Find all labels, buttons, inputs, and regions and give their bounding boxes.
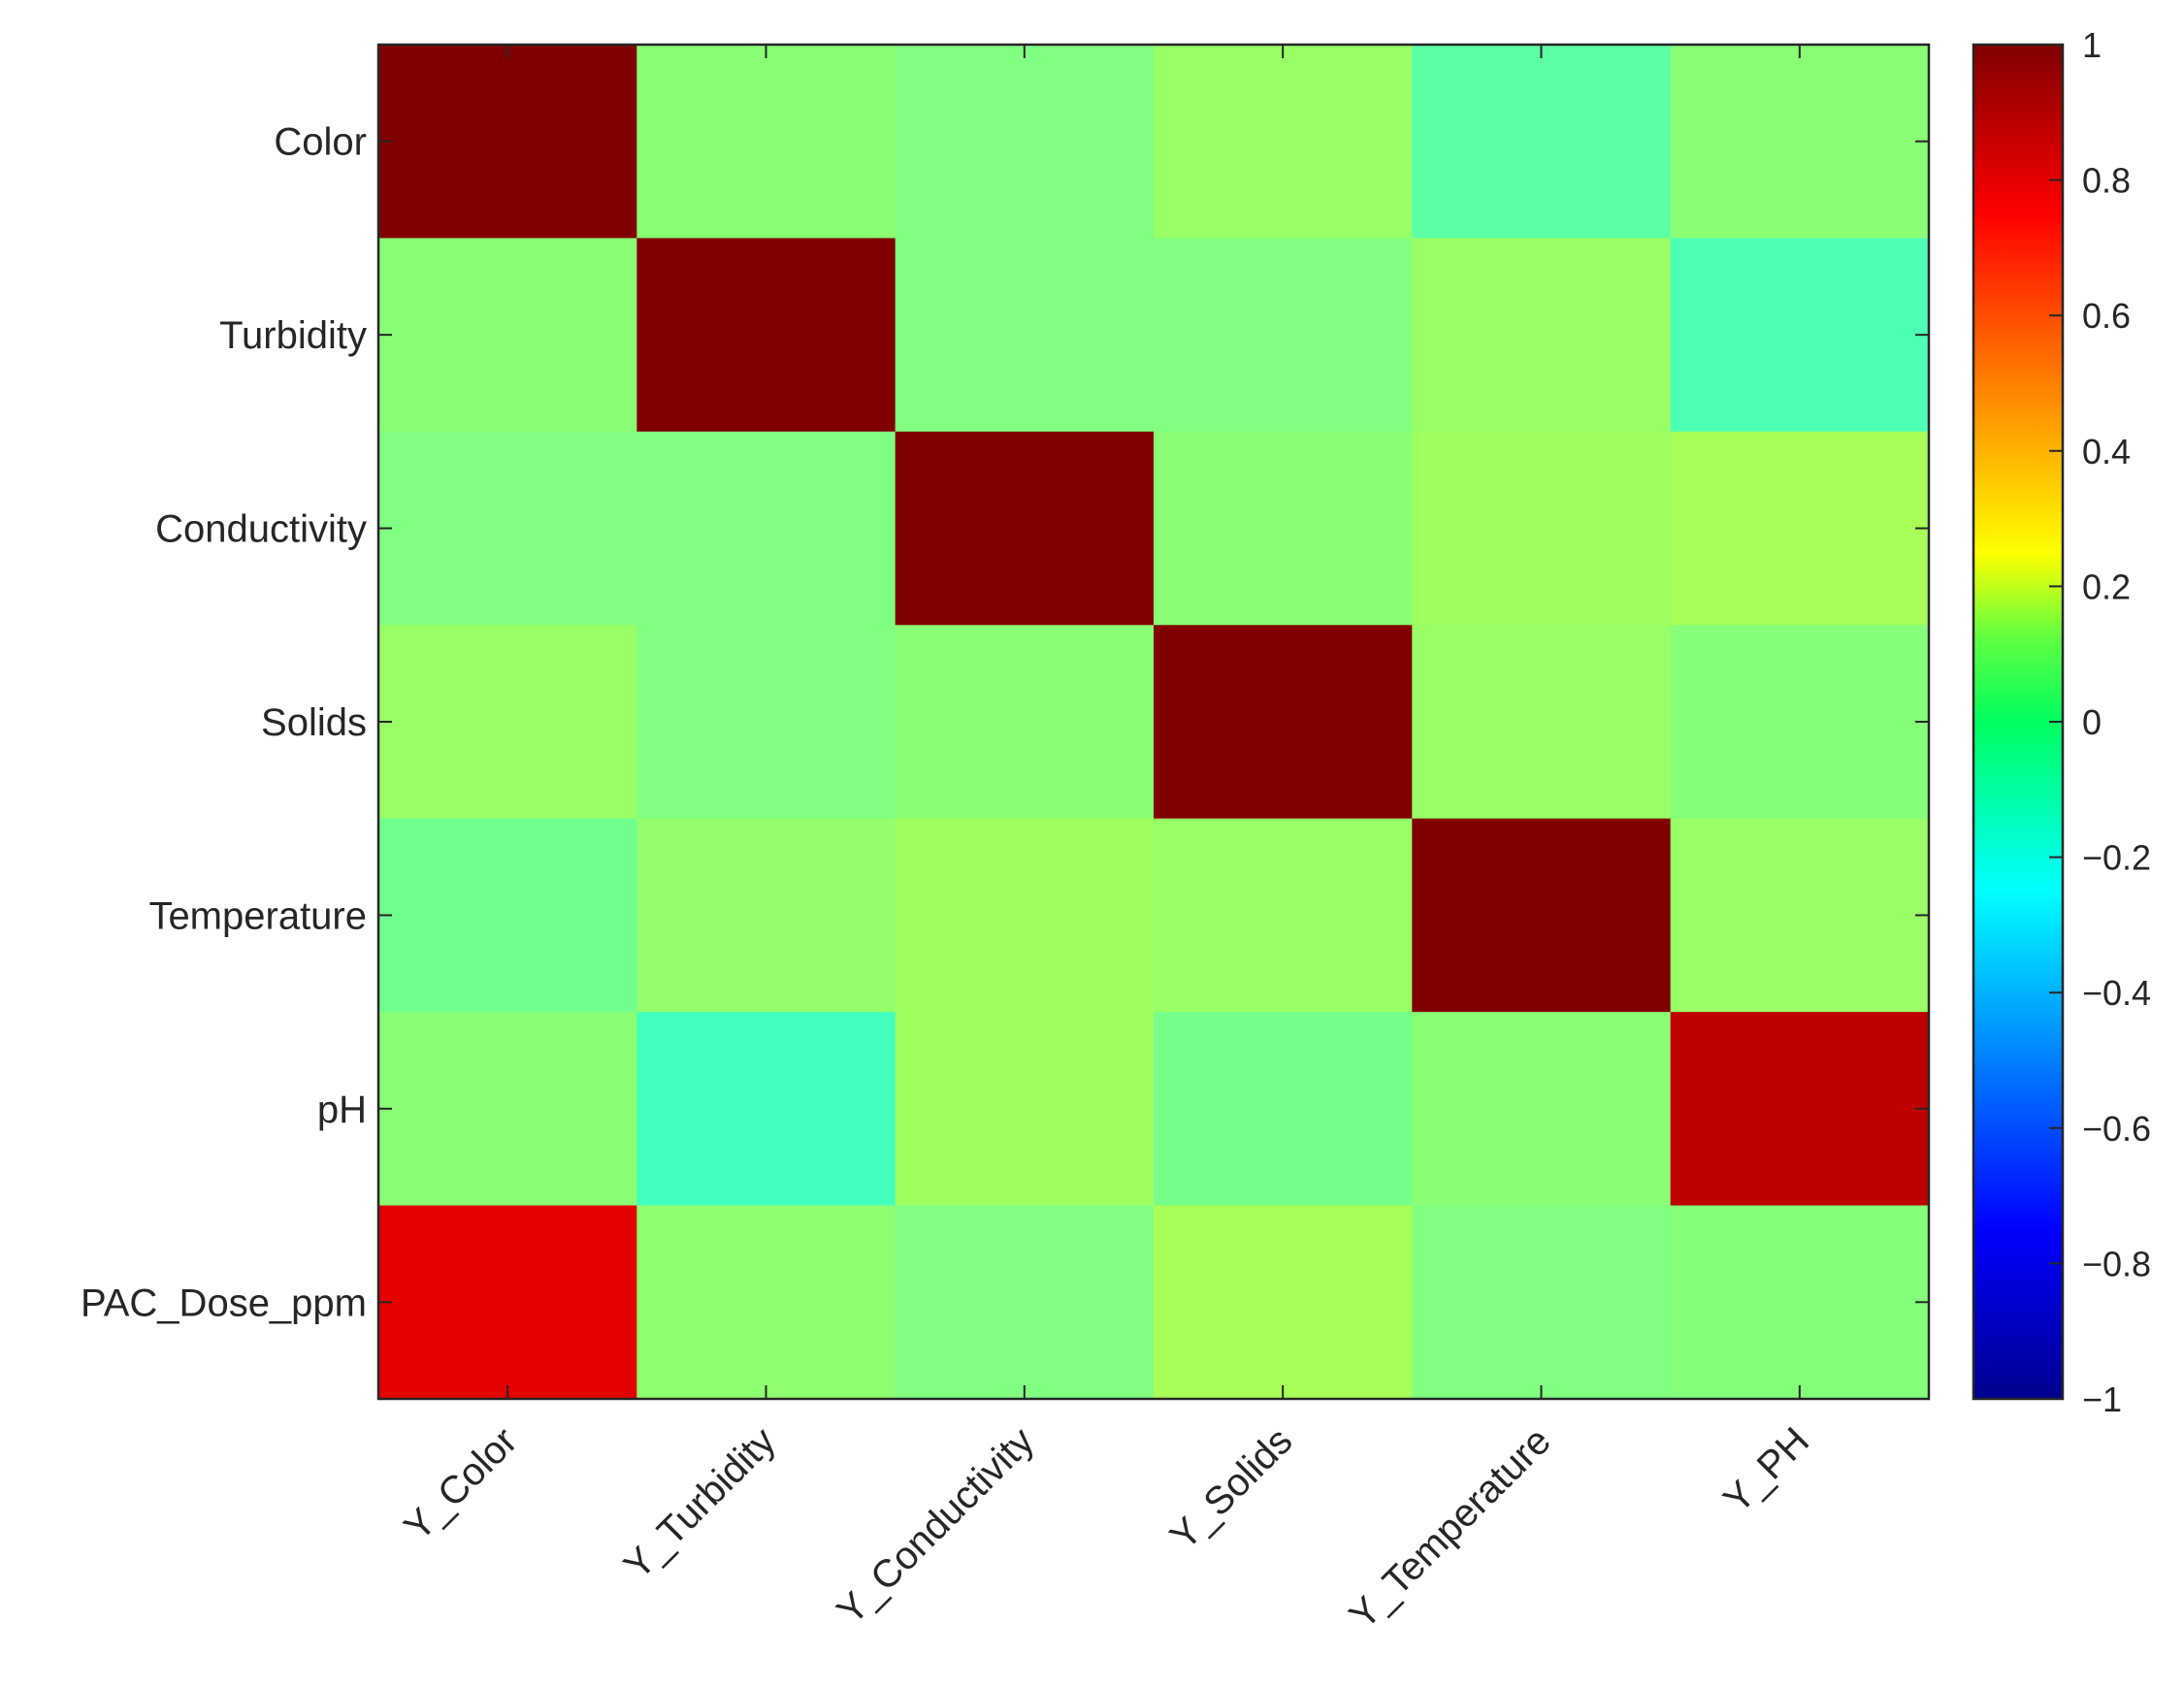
heatmap-cell (1670, 625, 1930, 820)
heatmap-cell (895, 45, 1155, 240)
heatmap-cell (636, 1012, 896, 1207)
heatmap-cell (1670, 818, 1930, 1013)
row-label: pH (317, 1088, 367, 1131)
row-label: Solids (261, 701, 367, 744)
row-labels: Color Turbidity Conductivity Solids Temperat… (81, 121, 367, 1325)
row-label: Temperature (148, 894, 367, 937)
colorbar-frame (1972, 43, 2065, 1401)
heatmap-cell (895, 818, 1155, 1013)
heatmap-cell (1412, 238, 1672, 433)
colorbar-tick-label: −0.2 (2082, 838, 2151, 878)
heatmap-cell (1154, 818, 1413, 1013)
heatmap-cell (1154, 1205, 1413, 1400)
heatmap-cell (1412, 45, 1672, 240)
heatmap-cell (1154, 625, 1413, 820)
row-label: Color (274, 121, 367, 164)
heatmap-cell (636, 238, 896, 433)
heatmap-cell (895, 238, 1155, 433)
colorbar-tick-label: 0.2 (2082, 567, 2131, 606)
tick-marks (378, 45, 1929, 1399)
column-label: Y_Color (396, 1419, 525, 1548)
heatmap-cell (378, 45, 637, 240)
colorbar-ticks: 1 0.8 0.6 0.4 0.2 0 −0.2 −0.4 −0.6 −0.8 −1 (2049, 25, 2151, 1419)
heatmap-cell (636, 818, 896, 1013)
colorbar-tick-label: −1 (2082, 1379, 2122, 1419)
column-label: Y_Solids (1162, 1419, 1301, 1558)
heatmap-cell (1154, 238, 1413, 433)
heatmap-cell (1412, 1205, 1672, 1400)
column-label: Y_Temperature (1341, 1419, 1558, 1637)
heatmap-cell (378, 818, 637, 1013)
heatmap-cells (378, 45, 1930, 1400)
heatmap-cell (636, 45, 896, 240)
row-label: PAC_Dose_ppm (81, 1281, 367, 1324)
colorbar-tick-label: −0.6 (2082, 1109, 2151, 1149)
colorbar-gradient (1973, 45, 2063, 1399)
heatmap-cell (1412, 625, 1672, 820)
colorbar-tick-label: −0.4 (2082, 973, 2151, 1013)
heatmap-cell (378, 625, 637, 820)
heatmap-cell (1670, 1205, 1930, 1400)
heatmap-cell (895, 1205, 1155, 1400)
row-label: Conductivity (155, 508, 367, 551)
heatmap-cell (378, 431, 637, 626)
heatmap-cell (1154, 45, 1413, 240)
colorbar-tick-label: 0.4 (2082, 432, 2131, 471)
colorbar-tick-label: −0.8 (2082, 1244, 2151, 1283)
heatmap-cell (1412, 1012, 1672, 1207)
heatmap-cell (1670, 45, 1930, 240)
heatmap-cell (1670, 1012, 1930, 1207)
colorbar-tick-label: 0 (2082, 702, 2102, 742)
heatmap-cell (378, 1012, 637, 1207)
colorbar-tick-label: 0.6 (2082, 296, 2131, 336)
heatmap-cell (636, 431, 896, 626)
heatmap-cell (636, 1205, 896, 1400)
heatmap-cell (895, 625, 1155, 820)
column-label: Y_PH (1715, 1419, 1817, 1521)
heatmap-cell (378, 1205, 637, 1400)
heatmap-cell (1670, 238, 1930, 433)
heatmap-cell (1670, 431, 1930, 626)
heatmap-cell (895, 431, 1155, 626)
heatmap-cell (378, 238, 637, 433)
colorbar-tick-label: 0.8 (2082, 161, 2131, 201)
heatmap-cell (1154, 431, 1413, 626)
heatmap-cell (1412, 818, 1672, 1013)
heatmap-cell (895, 1012, 1155, 1207)
row-label: Turbidity (219, 314, 367, 357)
colorbar-tick-label: 1 (2082, 25, 2102, 65)
column-label: Y_Conductivity (829, 1419, 1042, 1633)
plot-frame (376, 43, 1931, 1401)
heatmap-cell (1154, 1012, 1413, 1207)
heatmap-cell (1412, 431, 1672, 626)
heatmap-cell (636, 625, 896, 820)
column-label: Y_Turbidity (616, 1419, 784, 1587)
column-labels: Y_Color Y_Turbidity Y_Conductivity Y_Solids… (396, 1419, 1817, 1637)
